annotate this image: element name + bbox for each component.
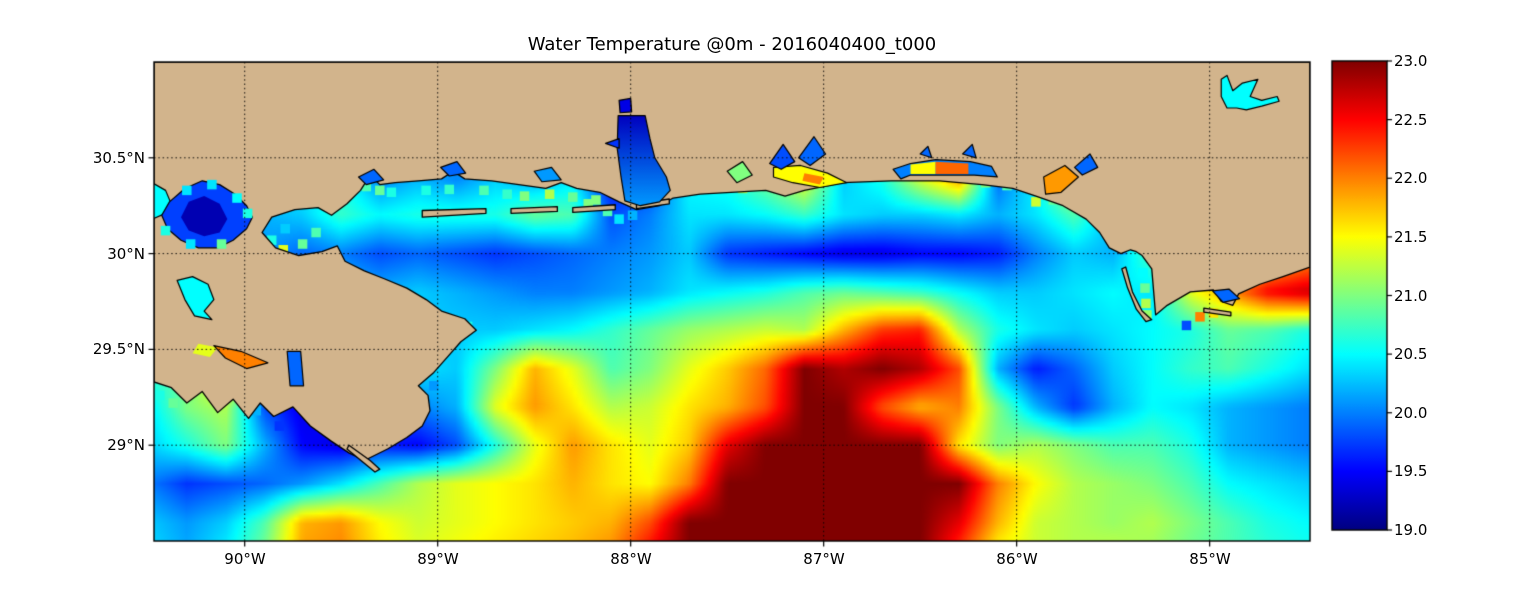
colorbar-tick-label: 23.0	[1394, 52, 1428, 70]
colorbar-tick-label: 22.5	[1394, 111, 1428, 129]
x-tick-label: 88°W	[610, 550, 652, 568]
y-tick-label: 29.5°N	[92, 340, 145, 358]
colorbar-tick-label: 19.0	[1394, 521, 1428, 539]
colorbar-tick-label: 20.5	[1394, 345, 1428, 363]
x-tick-label: 85°W	[1189, 550, 1231, 568]
y-tick-label: 30.5°N	[92, 149, 145, 167]
y-tick-label: 29°N	[107, 436, 145, 454]
colorbar-tick-label: 21.5	[1394, 228, 1428, 246]
colorbar-tick-label: 22.0	[1394, 169, 1428, 187]
x-tick-label: 87°W	[803, 550, 845, 568]
colorbar-tick-label: 20.0	[1394, 404, 1428, 422]
y-tick-label: 30°N	[107, 245, 145, 263]
figure-title: Water Temperature @0m - 2016040400_t000	[527, 34, 937, 55]
x-tick-label: 86°W	[996, 550, 1038, 568]
x-tick-label: 90°W	[224, 550, 266, 568]
x-tick-label: 89°W	[417, 550, 459, 568]
colorbar-tick-label: 19.5	[1394, 462, 1428, 480]
colorbar-tick-label: 21.0	[1394, 287, 1428, 305]
